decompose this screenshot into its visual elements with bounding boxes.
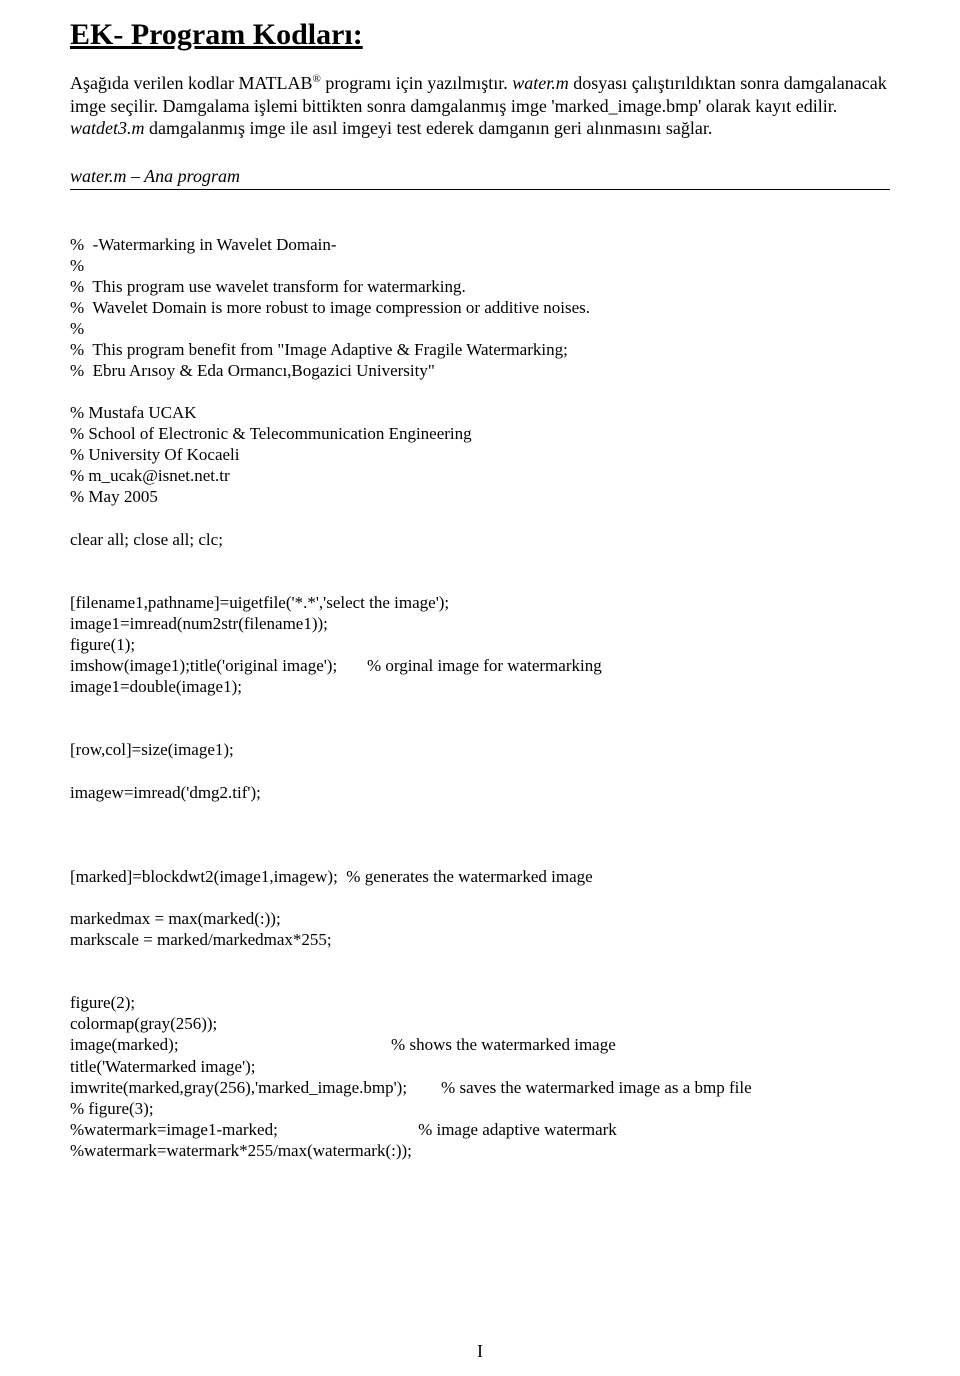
- intro-italic-2: watdet3.m: [70, 118, 145, 138]
- page-number: I: [0, 1341, 960, 1362]
- registered-mark: ®: [312, 73, 320, 85]
- page-heading: EK- Program Kodları:: [70, 18, 890, 52]
- code-block: % -Watermarking in Wavelet Domain- % % T…: [70, 234, 890, 1161]
- intro-paragraph: Aşağıda verilen kodlar MATLAB® programı …: [70, 72, 890, 140]
- intro-text-4: damgalanmış imge ile asıl imgeyi test ed…: [145, 118, 713, 138]
- intro-text-1: Aşağıda verilen kodlar MATLAB: [70, 73, 312, 93]
- intro-text-2: programı için yazılmıştır.: [321, 73, 512, 93]
- intro-italic-1: water.m: [512, 73, 569, 93]
- section-title: water.m – Ana program: [70, 166, 890, 190]
